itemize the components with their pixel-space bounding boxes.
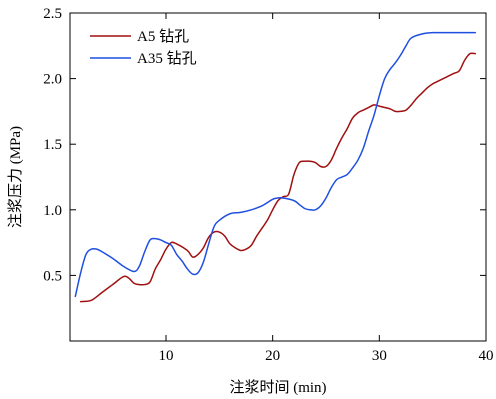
y-tick-label: 2.0 <box>43 72 62 88</box>
y-tick-label: 1.0 <box>43 203 62 219</box>
series-line-a35 <box>74 31 477 298</box>
plot-area: 0.5 1.0 1.5 2.0 2.5 10 20 30 40 <box>43 6 493 364</box>
plot-frame <box>69 12 487 342</box>
y-axis-ticks: 0.5 1.0 1.5 2.0 2.5 <box>43 6 486 284</box>
x-axis-title: 注浆时间 (min) <box>229 378 326 396</box>
x-tick-label: 20 <box>265 348 280 364</box>
legend-label-a35: A35 钻孔 <box>137 50 197 67</box>
legend: A5 钻孔 A35 钻孔 <box>90 28 197 67</box>
x-axis-ticks: 10 20 30 40 <box>159 13 494 364</box>
x-tick-label: 30 <box>372 348 387 364</box>
y-tick-label: 0.5 <box>43 268 62 284</box>
legend-label-a5: A5 钻孔 <box>137 28 189 45</box>
series-lines <box>74 31 477 303</box>
y-axis-title: 注浆压力 (MPa) <box>6 126 24 228</box>
series-line-a5 <box>79 52 477 303</box>
x-tick-label: 10 <box>159 348 174 364</box>
y-tick-label: 2.5 <box>43 6 62 22</box>
x-tick-label: 40 <box>479 348 494 364</box>
y-tick-label: 1.5 <box>43 137 62 153</box>
